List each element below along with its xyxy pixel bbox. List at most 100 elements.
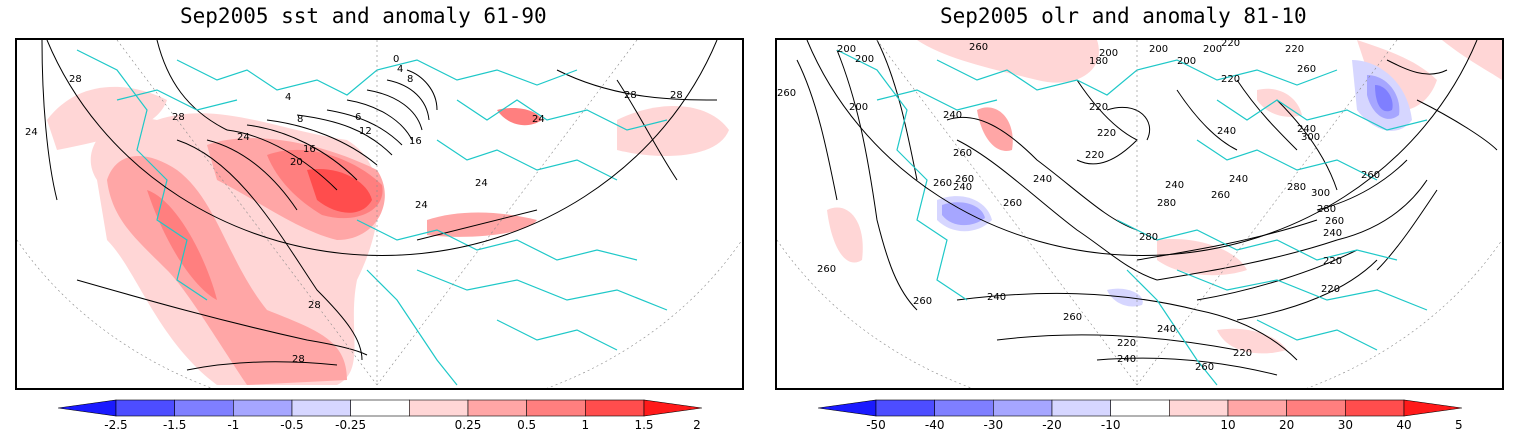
sst-colorbar-segment bbox=[409, 399, 469, 417]
olr-colorbar-segment bbox=[1345, 399, 1405, 417]
sst-colorbar-segment bbox=[526, 399, 586, 417]
sst-colorbar-max-triangle bbox=[643, 399, 702, 417]
olr-contour-label: 200 bbox=[849, 102, 868, 113]
sst-contour-label: 28 bbox=[670, 90, 683, 101]
olr-contour-label: 180 bbox=[1089, 56, 1108, 67]
sst-colorbar-segment bbox=[467, 399, 527, 417]
olr-anomaly-colorbar: -50 -40 -30 -20 -10 10 20 30 40 50 bbox=[818, 399, 1462, 431]
olr-contour-label: 260 bbox=[933, 178, 952, 189]
olr-contour-label: 200 bbox=[1203, 44, 1222, 55]
olr-graticule bbox=[777, 40, 1502, 388]
olr-contours bbox=[796, 40, 1498, 376]
olr-contour-label: 240 bbox=[1157, 324, 1176, 335]
olr-colorbar-tick-label: 20 bbox=[1279, 418, 1294, 431]
olr-contour-label: 220 bbox=[1285, 44, 1304, 55]
olr-contour-label: 300 bbox=[1301, 132, 1320, 143]
sst-contour-label: 28 bbox=[292, 354, 305, 365]
sst-colorbar-min-triangle bbox=[58, 399, 117, 417]
sst-contour-label: 28 bbox=[308, 300, 321, 311]
olr-contour-label: 260 bbox=[1195, 362, 1214, 373]
olr-contour-label: 220 bbox=[1085, 150, 1104, 161]
olr-contour-label: 280 bbox=[1317, 204, 1336, 215]
sst-colorbar-segment bbox=[115, 399, 175, 417]
sst-colorbar-tick-label: 2.5 bbox=[693, 418, 702, 431]
sst-colorbar-segment bbox=[350, 399, 410, 417]
sst-anomaly-map: 28 28 28 24 24 20 16 12 8 8 6 4 4 0 16 2… bbox=[15, 38, 744, 390]
olr-contour-label: 240 bbox=[1229, 174, 1248, 185]
olr-contour-label: 260 bbox=[969, 42, 988, 53]
olr-contour-label: 300 bbox=[1311, 188, 1330, 199]
sst-graticule bbox=[17, 40, 742, 388]
sst-contour-labels: 28 28 28 24 24 20 16 12 8 8 6 4 4 0 16 2… bbox=[25, 54, 683, 365]
olr-coastlines bbox=[836, 49, 1428, 386]
olr-contour-label: 240 bbox=[953, 182, 972, 193]
olr-colorbar-segment bbox=[1227, 399, 1287, 417]
olr-contour-label: 260 bbox=[1211, 190, 1230, 201]
olr-colorbar-segment bbox=[934, 399, 994, 417]
olr-contour-label: 220 bbox=[1089, 102, 1108, 113]
olr-colorbar-tick-label: -40 bbox=[925, 418, 945, 431]
olr-contour-label: 220 bbox=[1221, 74, 1240, 85]
olr-colorbar-tick-label: 30 bbox=[1338, 418, 1353, 431]
olr-disc-edge bbox=[806, 40, 1478, 256]
sst-map-canvas: 28 28 28 24 24 20 16 12 8 8 6 4 4 0 16 2… bbox=[17, 40, 742, 388]
olr-colorbar-segment bbox=[1286, 399, 1346, 417]
sst-colorbar-tick-label: -0.5 bbox=[280, 418, 303, 431]
sst-colorbar-tick-label: -2.5 bbox=[104, 418, 127, 431]
sst-contour-label: 8 bbox=[297, 114, 303, 125]
sst-colorbar-segment bbox=[233, 399, 293, 417]
olr-contour-label: 240 bbox=[1217, 126, 1236, 137]
olr-contour-label: 200 bbox=[837, 44, 856, 55]
olr-contour-label: 220 bbox=[1221, 40, 1240, 49]
olr-contour-label: 240 bbox=[1165, 180, 1184, 191]
sst-contour-label: 28 bbox=[69, 74, 82, 85]
olr-contour-label: 260 bbox=[1325, 216, 1344, 227]
left-map-title: Sep2005 sst and anomaly 61-90 bbox=[180, 4, 547, 28]
sst-colorbar-tick-label: -1 bbox=[227, 418, 239, 431]
sst-contour-label: 4 bbox=[397, 64, 403, 75]
olr-colorbar-tick-label: 50 bbox=[1455, 418, 1462, 431]
olr-contour-label: 240 bbox=[987, 292, 1006, 303]
olr-contour-label: 220 bbox=[1097, 128, 1116, 139]
sst-contour-label: 6 bbox=[355, 112, 361, 123]
olr-anomaly-shading bbox=[827, 40, 1502, 354]
sst-colorbar-segment bbox=[291, 399, 351, 417]
sst-contour-label: 0 bbox=[393, 54, 399, 65]
sst-contour-label: 28 bbox=[172, 112, 185, 123]
olr-contour-label: 260 bbox=[817, 264, 836, 275]
olr-colorbar-segment bbox=[993, 399, 1053, 417]
olr-contour-label: 240 bbox=[1323, 228, 1342, 239]
olr-contour-label: 280 bbox=[1139, 232, 1158, 243]
sst-colorbar-tick-label: 0.25 bbox=[455, 418, 482, 431]
olr-contour-label: 220 bbox=[1117, 338, 1136, 349]
olr-contour-labels: 200 200 260 180 200 200 220 220 220 200 … bbox=[777, 40, 1380, 373]
sst-colorbar-tick-label: -1.5 bbox=[163, 418, 186, 431]
olr-map-canvas: 200 200 260 180 200 200 220 220 220 200 … bbox=[777, 40, 1502, 388]
right-map-title: Sep2005 olr and anomaly 81-10 bbox=[940, 4, 1307, 28]
olr-colorbar-min-triangle bbox=[818, 399, 877, 417]
sst-contours bbox=[41, 40, 718, 371]
sst-colorbar-tick-label: 1.5 bbox=[634, 418, 653, 431]
sst-colorbar-tick-label: 1 bbox=[582, 418, 590, 431]
olr-contour-label: 200 bbox=[1177, 56, 1196, 67]
sst-disc-edge bbox=[46, 40, 718, 256]
sst-contour-label: 16 bbox=[303, 144, 316, 155]
olr-contour-label: 280 bbox=[1287, 182, 1306, 193]
olr-anomaly-map: 200 200 260 180 200 200 220 220 220 200 … bbox=[775, 38, 1504, 390]
sst-contour-label: 20 bbox=[290, 157, 303, 168]
sst-contour-label: 24 bbox=[415, 200, 428, 211]
sst-colorbar-segment bbox=[174, 399, 234, 417]
olr-contour-label: 200 bbox=[855, 54, 874, 65]
olr-contour-label: 260 bbox=[955, 174, 974, 185]
sst-contour-label: 12 bbox=[359, 126, 372, 137]
olr-contour-label: 220 bbox=[1321, 284, 1340, 295]
olr-colorbar-tick-label: -50 bbox=[866, 418, 886, 431]
olr-contour-label: 240 bbox=[1033, 174, 1052, 185]
olr-colorbar-segment bbox=[1051, 399, 1111, 417]
olr-colorbar-segment bbox=[1169, 399, 1229, 417]
olr-contour-label: 240 bbox=[943, 110, 962, 121]
olr-contour-label: 220 bbox=[1323, 256, 1342, 267]
olr-colorbar-segment bbox=[875, 399, 935, 417]
sst-anomaly-colorbar: -2.5 -1.5 -1 -0.5 -0.25 0.25 0.5 1 1.5 2.5 bbox=[58, 399, 702, 431]
olr-contour-label: 240 bbox=[1117, 354, 1136, 365]
